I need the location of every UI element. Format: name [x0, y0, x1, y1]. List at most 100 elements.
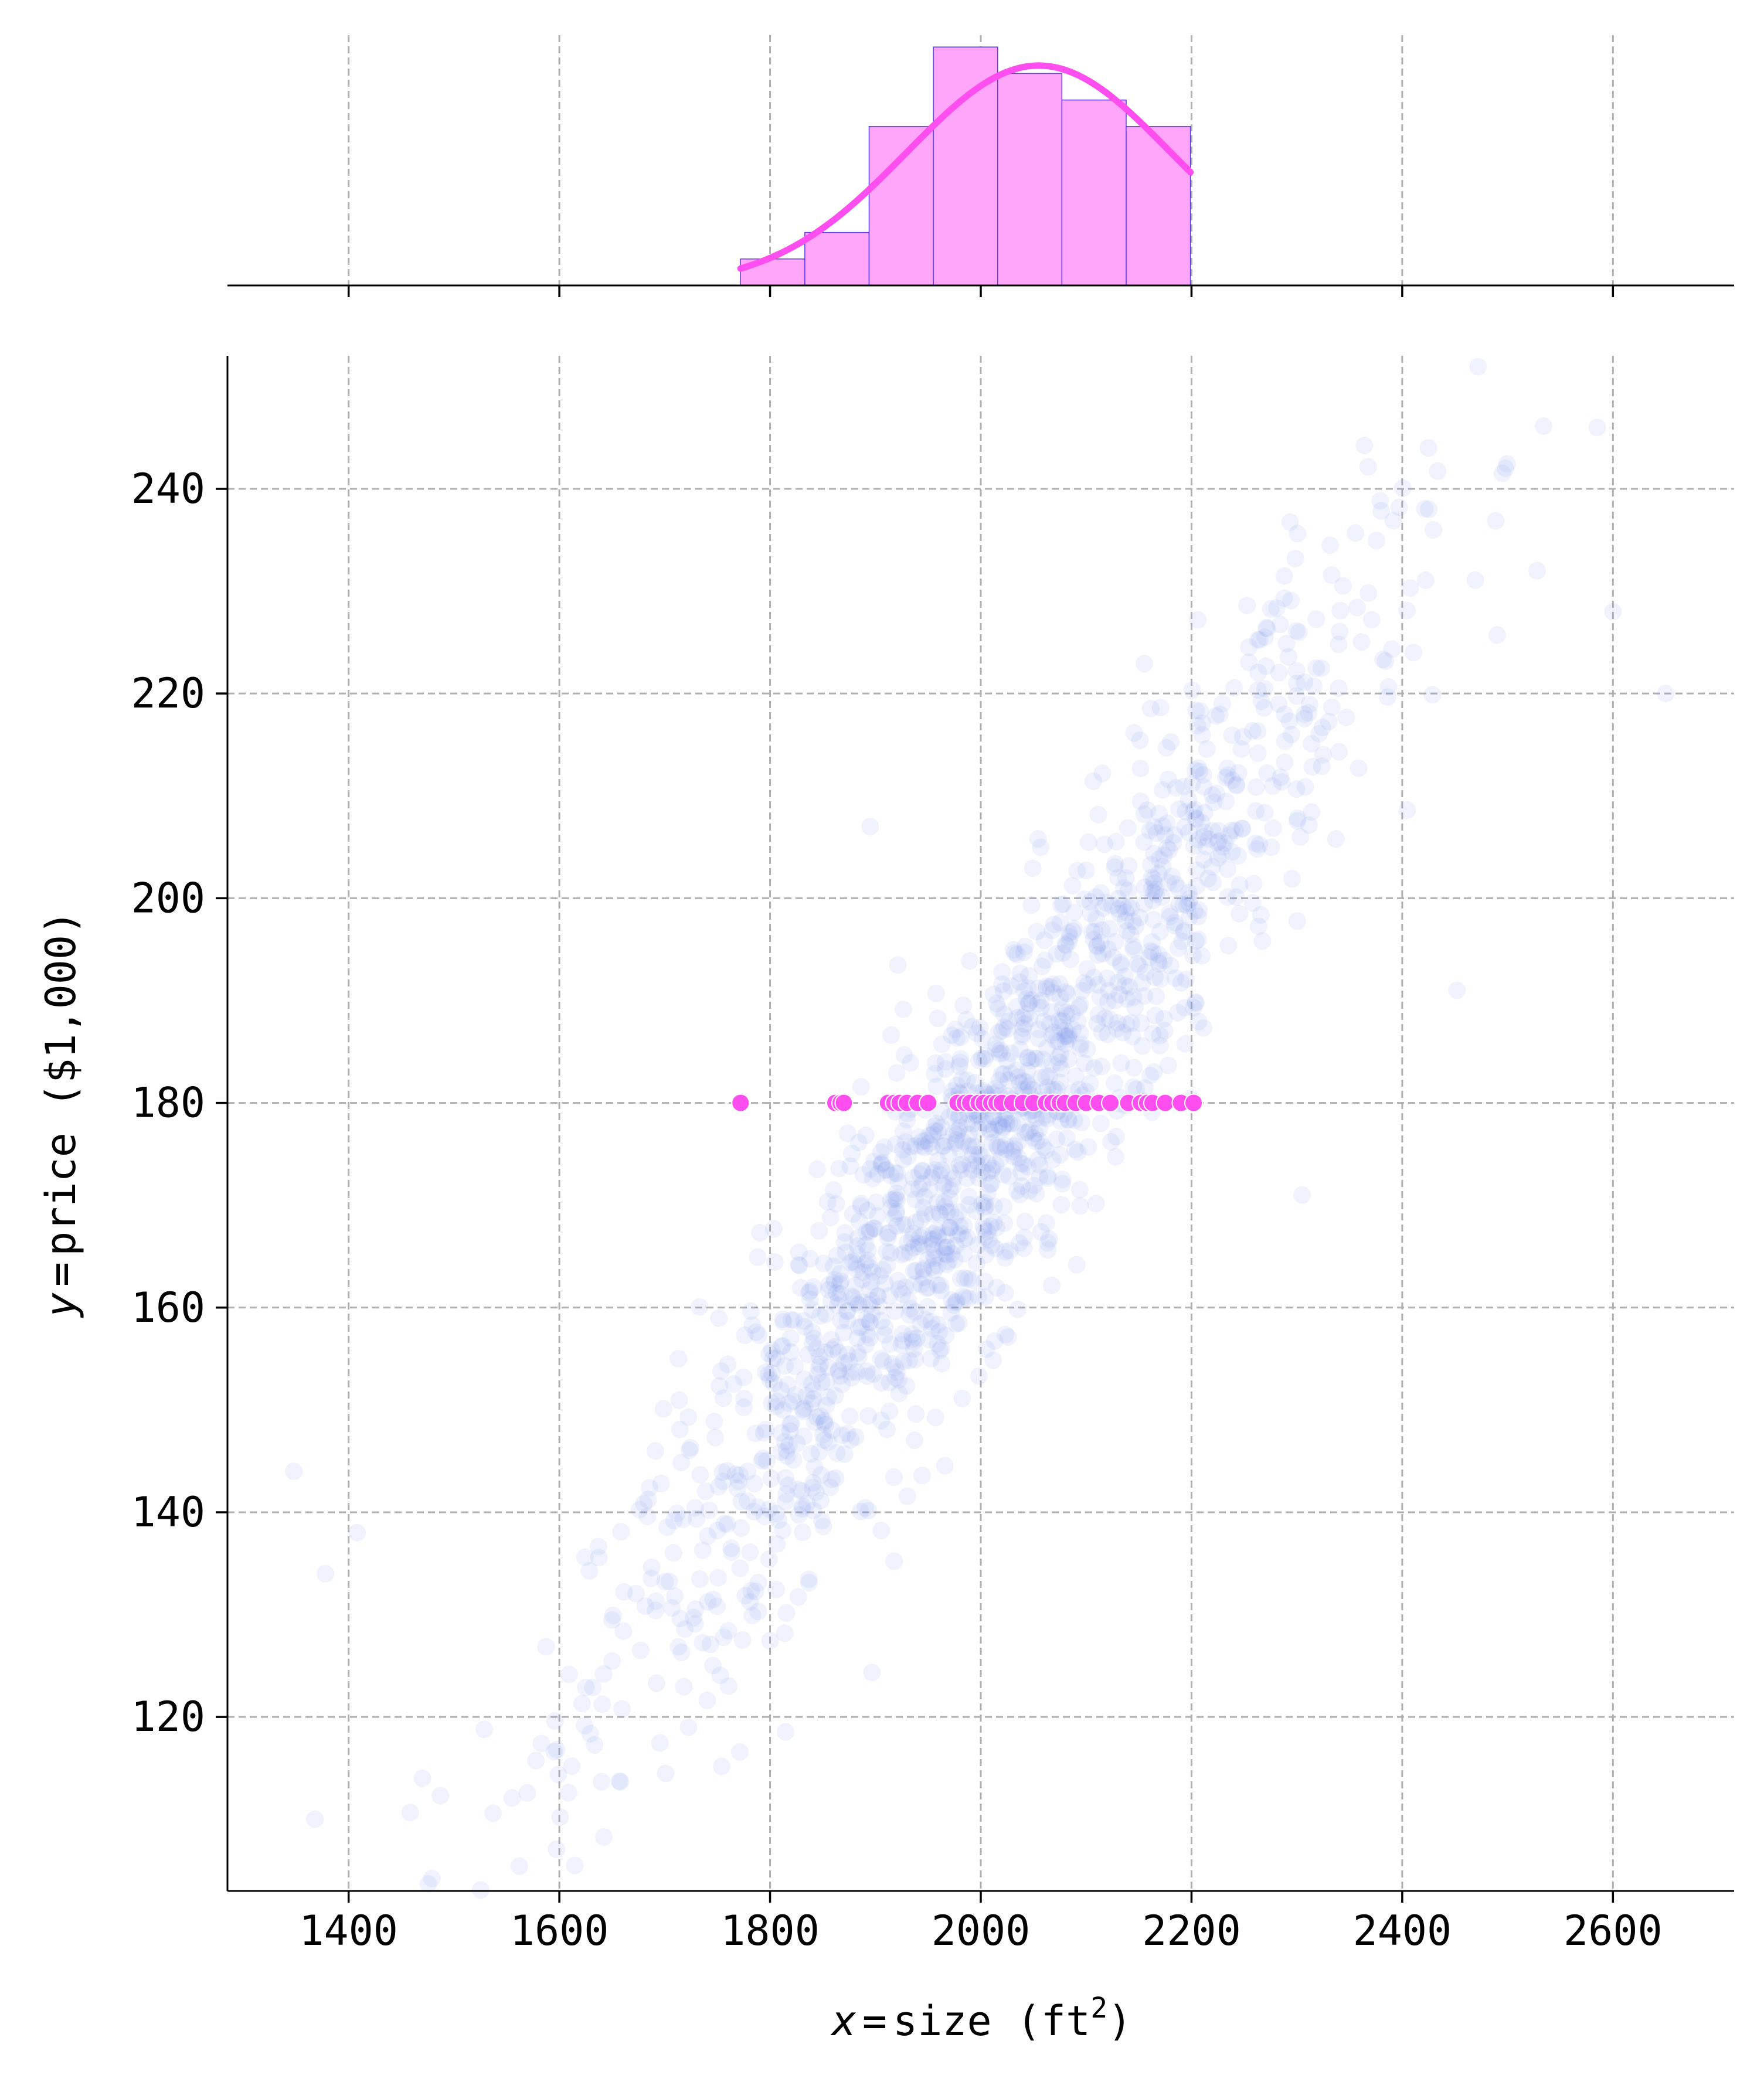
background-point	[820, 1276, 838, 1294]
background-point	[1122, 1014, 1140, 1032]
background-point	[1079, 976, 1097, 994]
background-point	[905, 1224, 923, 1243]
background-point	[997, 1110, 1015, 1128]
background-point	[1076, 1054, 1094, 1073]
background-point	[484, 1804, 502, 1822]
background-point	[969, 1120, 987, 1138]
background-point	[926, 1161, 944, 1179]
background-point	[996, 1243, 1014, 1261]
background-point	[1487, 512, 1505, 530]
background-point	[774, 1336, 792, 1355]
background-point	[1024, 1129, 1042, 1147]
background-point	[1144, 911, 1163, 929]
background-point	[1037, 977, 1055, 995]
background-point	[808, 1160, 827, 1178]
y-tick-label: 240	[131, 465, 205, 513]
background-point	[882, 1026, 900, 1044]
background-point	[1016, 1124, 1034, 1142]
background-point	[819, 1358, 837, 1376]
background-point	[894, 1001, 912, 1019]
background-point	[1141, 1066, 1160, 1084]
background-point	[1136, 964, 1154, 982]
background-point	[1379, 678, 1398, 696]
background-point	[929, 1228, 947, 1246]
background-point	[825, 1271, 844, 1289]
background-point	[1051, 1018, 1069, 1036]
background-point	[945, 1296, 963, 1314]
y-tick-label: 200	[131, 874, 205, 922]
background-point	[1001, 1045, 1019, 1063]
background-point	[671, 1610, 689, 1628]
background-point	[1257, 657, 1275, 675]
background-point	[1243, 722, 1262, 740]
background-point	[1247, 778, 1265, 796]
background-point	[953, 1155, 971, 1173]
background-point	[1534, 417, 1552, 436]
background-point	[1056, 983, 1075, 1001]
background-point	[989, 999, 1007, 1017]
background-point	[856, 1236, 875, 1254]
background-point	[857, 1223, 875, 1241]
background-point	[1057, 936, 1075, 954]
background-point	[1256, 628, 1274, 647]
background-point	[1296, 778, 1314, 796]
background-point	[1189, 1012, 1208, 1030]
background-point	[1004, 941, 1022, 959]
background-point	[548, 1741, 566, 1759]
background-point	[1021, 1121, 1039, 1139]
background-point	[863, 1664, 881, 1682]
background-point	[1059, 1030, 1078, 1048]
background-point	[1012, 1155, 1030, 1173]
background-point	[1066, 1140, 1084, 1158]
background-point	[847, 1428, 865, 1446]
x-axis-label-sup: 2	[1090, 1992, 1107, 2025]
background-point	[864, 1263, 882, 1281]
background-point	[1124, 988, 1143, 1006]
background-point	[1040, 1230, 1058, 1248]
histogram-bars	[740, 46, 1191, 286]
background-point	[948, 1125, 966, 1144]
background-point	[1219, 937, 1238, 955]
background-point	[919, 1251, 937, 1269]
background-point	[930, 1322, 949, 1341]
background-point	[789, 1480, 807, 1498]
background-point	[1208, 784, 1226, 802]
background-point	[1288, 912, 1306, 930]
background-point	[914, 1236, 932, 1254]
background-point	[882, 1199, 900, 1217]
background-point	[1185, 902, 1204, 920]
background-point	[835, 1445, 854, 1463]
background-point	[1056, 935, 1075, 953]
background-point	[964, 1145, 982, 1164]
background-point	[842, 1431, 860, 1449]
background-point	[862, 1273, 881, 1291]
background-point	[995, 1198, 1013, 1216]
background-point	[586, 1736, 604, 1754]
background-point	[895, 1352, 913, 1370]
background-point	[1131, 732, 1149, 750]
background-point	[999, 1328, 1017, 1346]
background-point	[1282, 591, 1300, 610]
background-point	[1166, 969, 1184, 987]
background-point	[799, 1345, 817, 1363]
background-point	[977, 1246, 995, 1264]
background-point	[1313, 659, 1331, 677]
background-point	[1017, 1005, 1035, 1023]
background-point	[612, 1523, 630, 1541]
background-point	[868, 1207, 886, 1225]
y-axis-ticks: 120 140 160 180 200 220 240	[131, 465, 227, 1741]
background-point	[929, 1009, 947, 1028]
background-point	[317, 1564, 335, 1583]
background-point	[1060, 924, 1078, 942]
background-point	[1071, 1039, 1089, 1057]
background-point	[761, 1632, 779, 1650]
background-point	[413, 1769, 431, 1787]
background-point	[923, 1258, 942, 1276]
background-point	[1122, 899, 1140, 917]
background-point	[1089, 946, 1107, 964]
background-point	[712, 1757, 730, 1775]
background-point	[654, 1400, 672, 1418]
background-point	[1052, 1112, 1070, 1130]
background-point	[877, 1161, 895, 1179]
